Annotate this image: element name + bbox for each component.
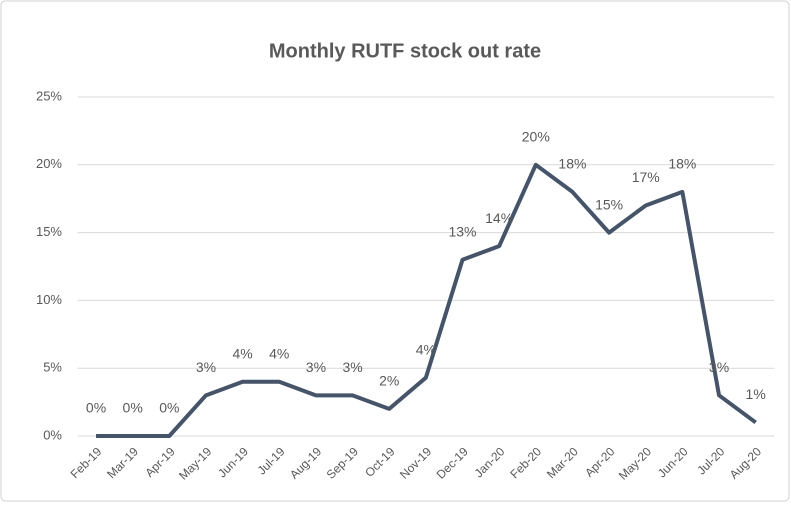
data-label: 17% [632, 169, 660, 185]
data-label: 3% [342, 359, 362, 375]
data-label: 3% [306, 359, 326, 375]
data-label: 0% [86, 400, 106, 416]
data-label: 4% [416, 341, 436, 357]
data-label: 20% [522, 129, 550, 145]
data-label: 4% [232, 345, 252, 361]
data-label: 18% [558, 156, 586, 172]
data-label: 2% [379, 373, 399, 389]
data-label: 0% [123, 400, 143, 416]
data-label: 0% [159, 400, 179, 416]
y-tick-label: 25% [36, 88, 62, 103]
data-label: 1% [746, 386, 766, 402]
data-label: 3% [709, 359, 729, 375]
data-label: 3% [196, 359, 216, 375]
data-label: 13% [448, 223, 476, 239]
y-tick-label: 20% [36, 156, 62, 171]
chart-title: Monthly RUTF stock out rate [269, 40, 541, 62]
y-tick-label: 10% [36, 292, 62, 307]
line-series [96, 162, 757, 438]
data-label: 15% [595, 196, 623, 212]
y-tick-label: 15% [36, 224, 62, 239]
data-label: 14% [485, 210, 513, 226]
data-label: 4% [269, 345, 289, 361]
y-tick-label: 5% [43, 360, 62, 375]
y-tick-label: 0% [43, 427, 62, 442]
data-label: 18% [668, 156, 696, 172]
